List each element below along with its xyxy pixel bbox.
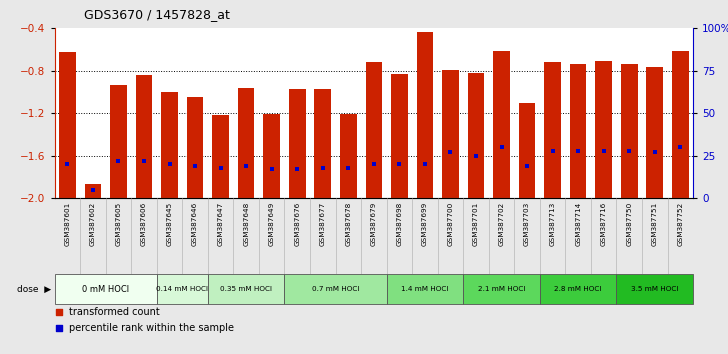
Bar: [493, 51, 510, 198]
Bar: [84, 184, 101, 198]
Text: GSM387713: GSM387713: [550, 201, 555, 246]
Bar: [340, 114, 357, 198]
Text: GSM387679: GSM387679: [371, 201, 377, 246]
Bar: [646, 67, 663, 198]
Bar: [570, 64, 587, 198]
Text: 2.1 mM HOCl: 2.1 mM HOCl: [478, 286, 525, 292]
Text: GSM387752: GSM387752: [677, 201, 684, 246]
Text: GSM387676: GSM387676: [294, 201, 300, 246]
Point: [342, 165, 354, 171]
Text: 0.14 mM HOCl: 0.14 mM HOCl: [157, 286, 208, 292]
Bar: [135, 75, 152, 198]
Point: [138, 158, 150, 164]
Text: GSM387646: GSM387646: [192, 201, 198, 246]
Point: [521, 163, 533, 169]
Text: GSM387698: GSM387698: [396, 201, 403, 246]
Bar: [213, 115, 229, 198]
Text: GSM387716: GSM387716: [601, 201, 606, 246]
Bar: [314, 89, 331, 198]
Text: GDS3670 / 1457828_at: GDS3670 / 1457828_at: [84, 8, 229, 21]
Bar: [540, 274, 617, 304]
Point: [470, 153, 482, 159]
Point: [674, 144, 686, 150]
Text: GSM387678: GSM387678: [345, 201, 352, 246]
Bar: [391, 74, 408, 198]
Bar: [59, 52, 76, 198]
Point: [445, 149, 456, 155]
Text: GSM387700: GSM387700: [448, 201, 454, 246]
Bar: [672, 51, 689, 198]
Point: [394, 161, 405, 167]
Bar: [289, 89, 306, 198]
Point: [189, 163, 201, 169]
Text: GSM387702: GSM387702: [499, 201, 505, 246]
Text: 0.7 mM HOCl: 0.7 mM HOCl: [312, 286, 359, 292]
Point: [240, 163, 252, 169]
Point: [368, 161, 380, 167]
Point: [113, 158, 124, 164]
Bar: [387, 274, 463, 304]
Bar: [264, 114, 280, 198]
Point: [164, 161, 175, 167]
Point: [54, 309, 66, 315]
Bar: [442, 70, 459, 198]
Bar: [519, 103, 535, 198]
Text: GSM387647: GSM387647: [218, 201, 223, 246]
Text: GSM387701: GSM387701: [473, 201, 479, 246]
Text: 1.4 mM HOCl: 1.4 mM HOCl: [401, 286, 448, 292]
Point: [317, 165, 328, 171]
Text: 3.5 mM HOCl: 3.5 mM HOCl: [631, 286, 678, 292]
Text: transformed count: transformed count: [69, 307, 159, 318]
Bar: [596, 61, 612, 198]
Text: GSM387703: GSM387703: [524, 201, 530, 246]
Point: [572, 148, 584, 154]
Text: GSM387677: GSM387677: [320, 201, 325, 246]
Bar: [467, 73, 484, 198]
Bar: [157, 274, 207, 304]
Text: GSM387751: GSM387751: [652, 201, 658, 246]
Text: GSM387699: GSM387699: [422, 201, 428, 246]
Text: GSM387645: GSM387645: [167, 201, 173, 246]
Point: [623, 148, 635, 154]
Bar: [55, 274, 157, 304]
Bar: [416, 32, 433, 198]
Text: GSM387714: GSM387714: [575, 201, 581, 246]
Bar: [545, 62, 561, 198]
Point: [87, 187, 99, 193]
Bar: [463, 274, 540, 304]
Bar: [187, 97, 203, 198]
Point: [598, 148, 609, 154]
Text: GSM387601: GSM387601: [64, 201, 71, 246]
Bar: [365, 62, 382, 198]
Point: [419, 161, 431, 167]
Bar: [617, 274, 693, 304]
Bar: [621, 64, 638, 198]
Text: GSM387648: GSM387648: [243, 201, 249, 246]
Point: [496, 144, 507, 150]
Bar: [110, 85, 127, 198]
Point: [62, 161, 74, 167]
Text: percentile rank within the sample: percentile rank within the sample: [69, 323, 234, 333]
Text: GSM387602: GSM387602: [90, 201, 96, 246]
Text: 0.35 mM HOCl: 0.35 mM HOCl: [220, 286, 272, 292]
Point: [547, 148, 558, 154]
Bar: [161, 92, 178, 198]
Bar: [285, 274, 387, 304]
Text: dose  ▶: dose ▶: [17, 285, 51, 294]
Point: [54, 326, 66, 331]
Text: GSM387606: GSM387606: [141, 201, 147, 246]
Text: GSM387605: GSM387605: [116, 201, 122, 246]
Bar: [238, 88, 255, 198]
Point: [291, 166, 303, 172]
Point: [215, 165, 226, 171]
Text: 2.8 mM HOCl: 2.8 mM HOCl: [555, 286, 602, 292]
Text: GSM387649: GSM387649: [269, 201, 274, 246]
Point: [266, 166, 277, 172]
Bar: [207, 274, 285, 304]
Text: GSM387750: GSM387750: [626, 201, 632, 246]
Point: [649, 149, 660, 155]
Text: 0 mM HOCl: 0 mM HOCl: [82, 285, 130, 294]
